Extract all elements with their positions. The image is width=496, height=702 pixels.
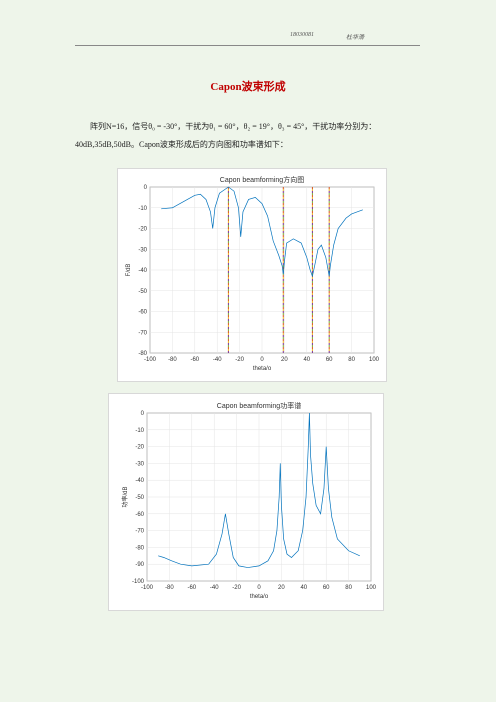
y-tick-label: -20 bbox=[138, 227, 147, 233]
x-tick-label: 20 bbox=[278, 585, 285, 591]
y-tick-label: -70 bbox=[135, 529, 144, 535]
x-tick-label: -100 bbox=[144, 357, 157, 363]
y-tick-label: -50 bbox=[135, 495, 144, 501]
x-axis-label: theta/o bbox=[250, 594, 269, 600]
y-tick-label: -30 bbox=[138, 247, 147, 253]
x-tick-label: -40 bbox=[210, 585, 219, 591]
x-tick-label: 80 bbox=[345, 585, 352, 591]
y-tick-label: -90 bbox=[135, 562, 144, 568]
y-tick-label: -50 bbox=[138, 289, 147, 295]
x-tick-label: 100 bbox=[369, 357, 380, 363]
paragraph-line: 40dB,35dB,50dB。Capon波束形成后的方向图和功率谱如下： bbox=[75, 140, 288, 149]
chart: -100 -80 -60 -40 -20 0 20 40 60 80 100-100-90-80-7… bbox=[108, 393, 384, 611]
x-tick-label: -80 bbox=[168, 357, 177, 363]
y-axis-label: F/dB bbox=[126, 264, 132, 277]
x-tick-label: 20 bbox=[281, 357, 288, 363]
x-tick-label: -40 bbox=[213, 357, 222, 363]
y-tick-label: -60 bbox=[135, 512, 144, 518]
header-author: 杜华滑 bbox=[346, 35, 365, 41]
chart-title: Capon beamforming功率谱 bbox=[217, 401, 301, 410]
x-tick-label: 40 bbox=[300, 585, 307, 591]
y-tick-label: -60 bbox=[138, 310, 147, 316]
y-tick-label: -30 bbox=[135, 461, 144, 467]
x-tick-label: -100 bbox=[141, 585, 154, 591]
x-tick-label: 0 bbox=[257, 585, 261, 591]
x-tick-label: -20 bbox=[232, 585, 241, 591]
x-axis-label: theta/o bbox=[253, 366, 272, 372]
x-tick-label: -20 bbox=[235, 357, 244, 363]
x-tick-label: 100 bbox=[366, 585, 377, 591]
chart: -100 -80 -60 -40 -20 0 20 40 60 80 100-80-70-60-50… bbox=[117, 168, 387, 382]
y-tick-label: -10 bbox=[135, 428, 144, 434]
y-tick-label: -100 bbox=[132, 579, 145, 585]
y-tick-label: -40 bbox=[138, 268, 147, 274]
y-tick-label: -80 bbox=[138, 351, 147, 357]
y-tick-label: -10 bbox=[138, 206, 147, 212]
x-tick-label: 40 bbox=[303, 357, 310, 363]
y-tick-label: -40 bbox=[135, 478, 144, 484]
y-axis-label: 功率/dB bbox=[121, 486, 129, 507]
x-tick-label: 0 bbox=[260, 357, 264, 363]
x-tick-label: 60 bbox=[323, 585, 330, 591]
x-tick-label: -60 bbox=[190, 357, 199, 363]
x-tick-label: -80 bbox=[165, 585, 174, 591]
header-rule bbox=[75, 45, 420, 46]
y-tick-label: -70 bbox=[138, 330, 147, 336]
y-tick-label: -20 bbox=[135, 445, 144, 451]
chart-title: Capon beamforming方向图 bbox=[220, 175, 304, 184]
y-tick-label: -80 bbox=[135, 545, 144, 551]
x-tick-label: -60 bbox=[187, 585, 196, 591]
y-tick-label: 0 bbox=[144, 185, 148, 191]
doc-title: Capon波束形成 bbox=[210, 81, 286, 93]
y-tick-label: 0 bbox=[141, 411, 145, 417]
line bbox=[161, 186, 363, 278]
line bbox=[158, 412, 360, 568]
paragraph-line: 阵列N=16，信号θ₀ = -30°，干扰为θ₁ = 60°，θ₂ = 19°，… bbox=[90, 122, 377, 131]
header-id: 18030081 bbox=[290, 32, 314, 38]
x-tick-label: 80 bbox=[348, 357, 355, 363]
x-tick-label: 60 bbox=[326, 357, 333, 363]
